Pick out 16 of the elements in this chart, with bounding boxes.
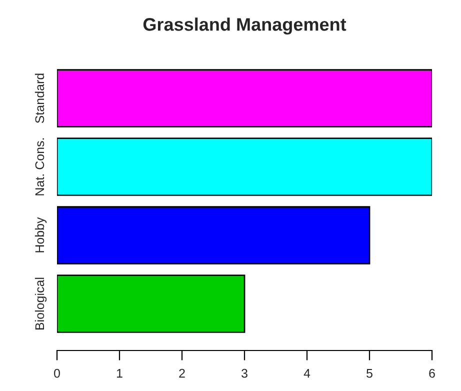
x-tick-label: 2 [179,368,185,378]
y-tick-label: Nat. Cons. [35,138,44,196]
x-tick-label: 4 [304,369,310,378]
y-tick-label: Biological [34,278,47,330]
x-tick-label: 1 [116,369,122,378]
y-tick-label: Hobby [34,217,47,252]
x-tick-label: 0 [54,368,60,378]
y-tick-label: Standard [34,74,44,124]
bar [57,69,432,128]
x-tick-label: 3 [242,368,248,378]
x-tick-label: 6 [429,368,435,378]
bar [57,274,246,333]
bar [57,206,370,264]
bar [57,138,432,196]
chart-title: Grassland Management [143,18,346,34]
x-tick-label: 5 [366,369,372,378]
